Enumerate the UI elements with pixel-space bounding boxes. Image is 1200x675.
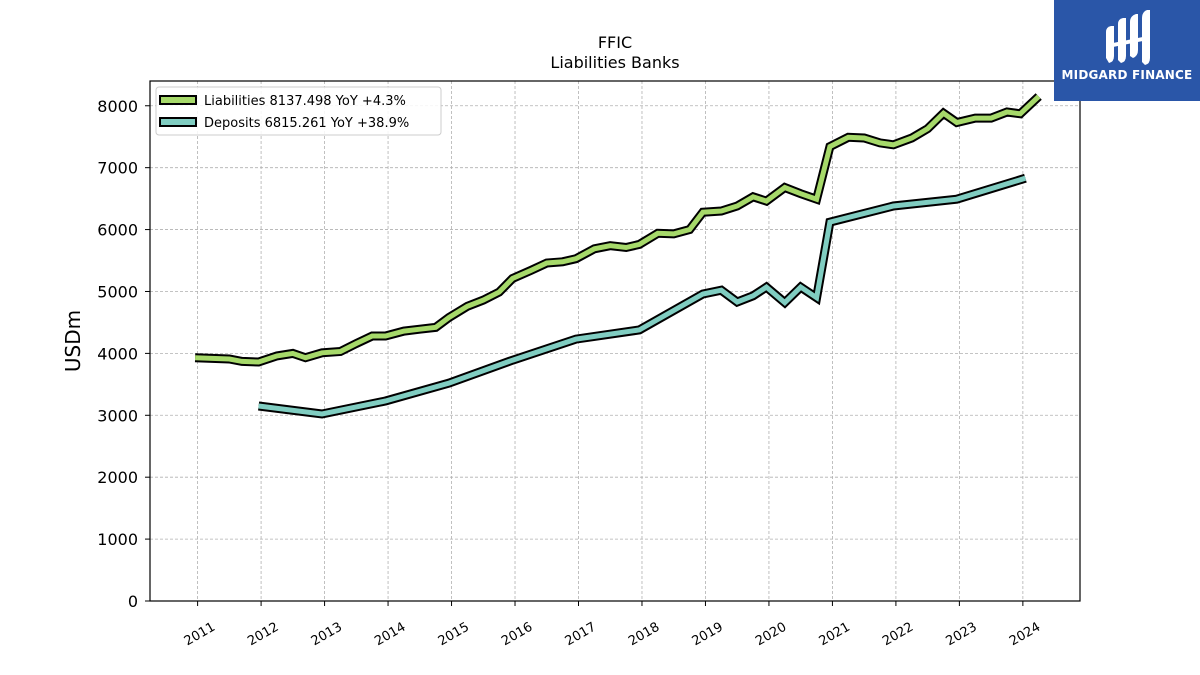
y-tick-label: 8000	[97, 97, 138, 116]
x-tick-label: 2022	[880, 620, 916, 650]
y-tick-label: 5000	[97, 282, 138, 301]
legend-box	[155, 86, 442, 136]
x-tick-label: 2011	[182, 620, 218, 650]
y-axis-label: USDm	[61, 310, 85, 372]
x-tick-label: 2019	[690, 620, 726, 650]
grid	[150, 81, 1080, 602]
series-lines	[194, 93, 1042, 419]
y-tick-label: 4000	[97, 344, 138, 363]
y-tick-label: 0	[128, 592, 138, 611]
midgard-finance-logo: MIDGARD FINANCE	[1054, 0, 1200, 101]
legend: Liabilities 8137.498 YoY +4.3% Deposits 6…	[155, 86, 442, 136]
x-tick-label: 2016	[499, 620, 535, 650]
liabilities-line	[195, 94, 1041, 365]
y-tick-label: 2000	[97, 468, 138, 487]
deposits-legend-swatch	[159, 117, 197, 127]
x-tick-label: 2014	[372, 620, 408, 650]
deposits-legend-label: Deposits 6815.261 YoY +38.9%	[204, 116, 409, 131]
logo-text: MIDGARD FINANCE	[1061, 68, 1193, 82]
y-tick-label: 7000	[97, 159, 138, 178]
y-tick-label: 6000	[97, 221, 138, 240]
x-tick-label: 2023	[944, 620, 980, 650]
liabilities-legend-swatch	[159, 95, 197, 105]
y-tick-label: 1000	[97, 530, 138, 549]
deposits-line	[258, 175, 1027, 417]
x-tick-label: 2021	[817, 620, 853, 650]
y-axis: 0 1000 2000 3000 4000 5000 6000 7000 8000	[97, 97, 150, 611]
x-tick-label: 2024	[1007, 620, 1043, 650]
x-tick-label: 2015	[436, 620, 472, 650]
x-tick-label: 2018	[626, 620, 662, 650]
chart-title: FFIC	[598, 33, 632, 52]
logo-mark-icon	[1106, 10, 1150, 65]
x-axis: 2011 2012 2013 2014 2015 2016 2017 2018 2019 2020…	[182, 601, 1043, 649]
chart-subtitle: Liabilities Banks	[550, 53, 679, 72]
plot-frame	[149, 80, 1081, 602]
x-tick-label: 2020	[753, 620, 789, 650]
x-tick-label: 2013	[309, 620, 345, 650]
liabilities-legend-label: Liabilities 8137.498 YoY +4.3%	[204, 94, 406, 109]
x-tick-label: 2017	[563, 620, 599, 650]
x-tick-label: 2012	[245, 620, 281, 650]
y-tick-label: 3000	[97, 406, 138, 425]
